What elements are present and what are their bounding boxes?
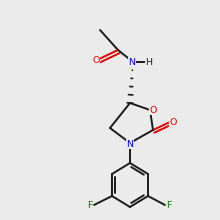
Text: F: F <box>166 200 172 209</box>
Text: N: N <box>126 139 134 148</box>
Text: O: O <box>92 55 100 64</box>
Text: F: F <box>87 200 93 209</box>
Text: O: O <box>169 117 177 126</box>
Text: O: O <box>149 106 157 114</box>
Text: N: N <box>128 57 136 66</box>
Text: H: H <box>145 57 152 66</box>
